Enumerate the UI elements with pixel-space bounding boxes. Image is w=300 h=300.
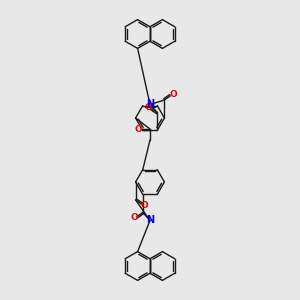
Text: O: O xyxy=(145,103,152,112)
Text: O: O xyxy=(134,124,142,134)
Text: N: N xyxy=(146,215,154,226)
Text: O: O xyxy=(140,201,148,210)
Text: N: N xyxy=(146,100,154,110)
Text: O: O xyxy=(130,213,138,222)
Text: O: O xyxy=(169,90,177,99)
